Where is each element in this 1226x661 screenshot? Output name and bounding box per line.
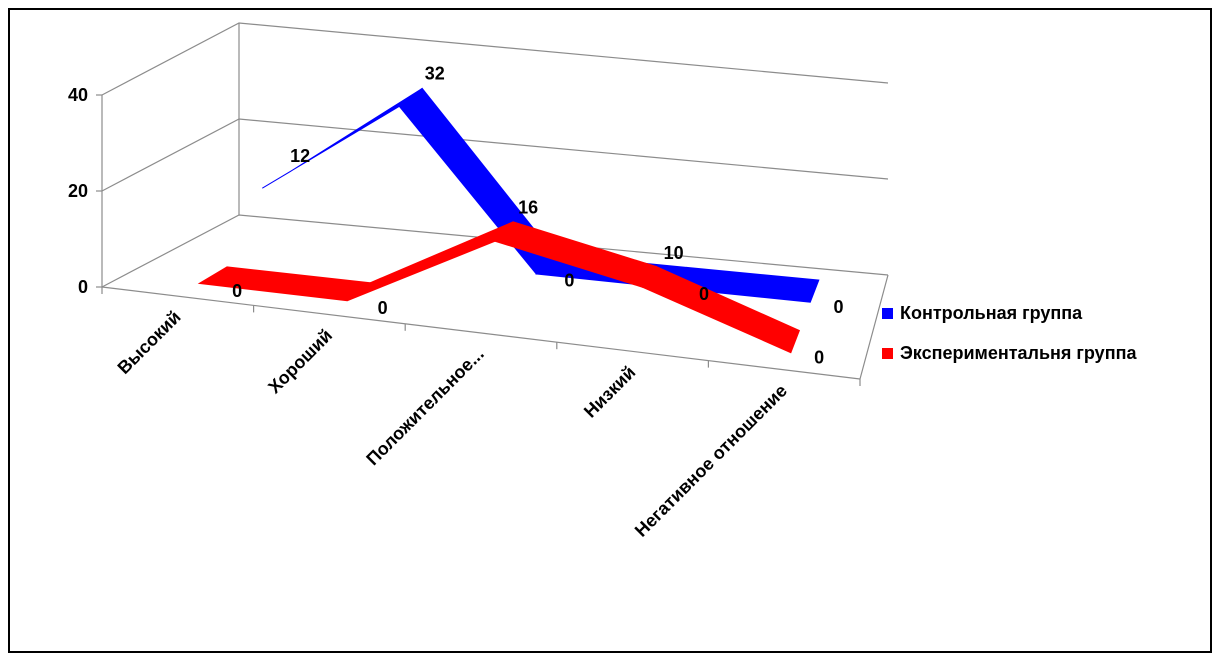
y-tick-label: 40 xyxy=(68,85,88,105)
x-category-label: Высокий xyxy=(114,307,185,378)
data-label: 0 xyxy=(834,297,844,317)
chart-frame: 0 20 40 Высокий Хороший Положительное... Низки… xyxy=(8,8,1212,653)
floor-front-edge xyxy=(101,286,861,380)
x-category-label: Низкий xyxy=(580,362,640,422)
gridline xyxy=(101,22,889,96)
data-label: 12 xyxy=(290,146,310,166)
data-label: 0 xyxy=(232,281,242,301)
data-label: 0 xyxy=(814,348,824,368)
data-label: 0 xyxy=(564,270,574,290)
data-label: 16 xyxy=(518,198,538,218)
y-tick-label: 0 xyxy=(78,277,88,297)
data-label: 32 xyxy=(425,63,445,83)
x-category-label: Хороший xyxy=(264,325,336,397)
data-label: 0 xyxy=(378,298,388,318)
series-segment xyxy=(346,221,514,302)
line-chart-3d: 0 20 40 Высокий Хороший Положительное... Низки… xyxy=(68,22,1137,541)
legend-entry-label: Контрольная группа xyxy=(900,303,1083,323)
series-segment xyxy=(262,87,423,189)
data-label: 10 xyxy=(664,243,684,263)
legend-swatch xyxy=(882,348,893,359)
data-label: 0 xyxy=(699,284,709,304)
series-segment xyxy=(642,265,801,354)
floor-right-edge xyxy=(859,274,889,380)
x-category-label: Негативное отношение xyxy=(631,380,791,540)
legend-entry-label: Экспериментальня группа xyxy=(900,343,1137,363)
legend-swatch xyxy=(882,308,893,319)
x-category-label: Положительное... xyxy=(362,344,488,470)
y-tick-label: 20 xyxy=(68,181,88,201)
series-segment xyxy=(197,266,372,302)
